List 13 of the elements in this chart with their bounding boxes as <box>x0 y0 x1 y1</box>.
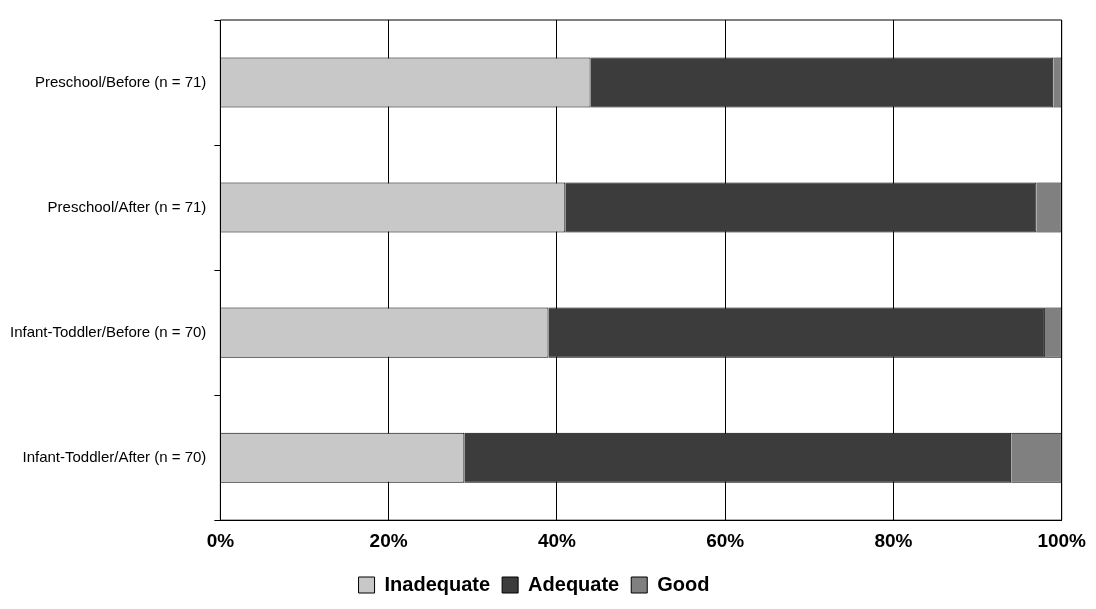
y-tick-label: Infant-Toddler/After (n = 70) <box>22 447 207 465</box>
y-tick-label: Preschool/After (n = 71) <box>47 197 207 215</box>
legend-label: Good <box>657 572 710 595</box>
x-tick-label: 100% <box>1037 529 1087 551</box>
x-tick-label: 20% <box>369 529 408 551</box>
legend-label: Adequate <box>528 572 620 595</box>
x-tick-label: 80% <box>874 529 913 551</box>
x-tick-label: 60% <box>706 529 745 551</box>
x-tick-label: 0% <box>206 529 235 551</box>
y-tick-label: Preschool/Before (n = 71) <box>35 72 207 90</box>
y-tick-label: Infant-Toddler/Before (n = 70) <box>9 322 207 340</box>
legend-label: Inadequate <box>384 572 491 595</box>
x-tick-label: 40% <box>537 529 577 551</box>
